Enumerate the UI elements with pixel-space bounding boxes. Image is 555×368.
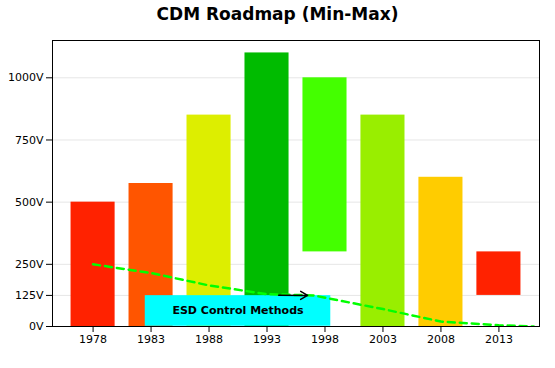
svg-text:2008: 2008 xyxy=(427,333,455,346)
svg-text:1993: 1993 xyxy=(253,333,281,346)
svg-text:500V: 500V xyxy=(15,196,44,209)
svg-text:1000V: 1000V xyxy=(8,71,44,84)
svg-text:125V: 125V xyxy=(15,289,44,302)
svg-text:250V: 250V xyxy=(15,258,44,271)
svg-text:750V: 750V xyxy=(15,133,44,146)
html-text:CDM Roadmap (Min-Max): CDM Roadmap (Min-Max) xyxy=(156,4,399,24)
svg-text:1988: 1988 xyxy=(195,333,223,346)
svg-text:0V: 0V xyxy=(29,320,44,333)
svg-text:ESD Control Methods: ESD Control Methods xyxy=(172,304,304,317)
svg-text:2003: 2003 xyxy=(369,333,397,346)
svg-text:1978: 1978 xyxy=(79,333,107,346)
svg-text:2013: 2013 xyxy=(485,333,513,346)
svg-text:1998: 1998 xyxy=(311,333,339,346)
svg-text:1983: 1983 xyxy=(137,333,165,346)
